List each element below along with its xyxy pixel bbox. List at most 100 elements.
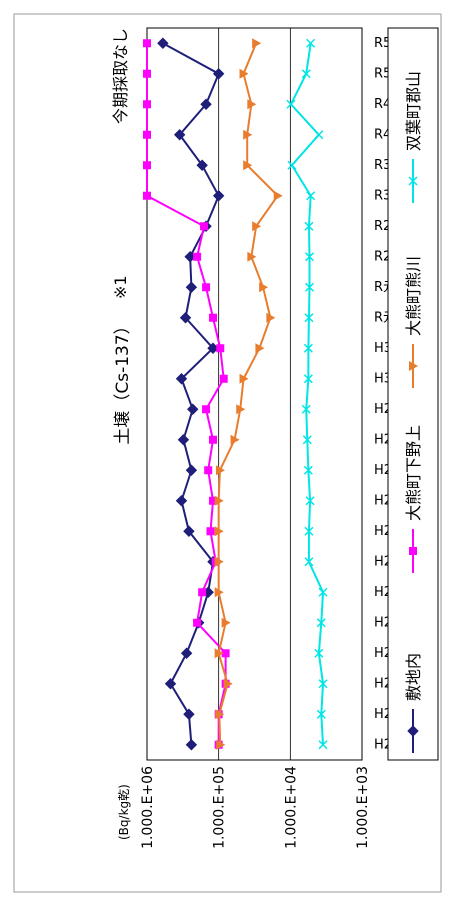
- data-point: [185, 739, 198, 751]
- data-point: [252, 38, 262, 49]
- legend-entry: 敷地内: [404, 653, 423, 753]
- legend-entry: 双葉町郡山: [404, 71, 423, 203]
- data-point: [409, 547, 417, 555]
- data-point: [316, 618, 326, 628]
- data-point: [252, 221, 262, 232]
- data-point: [143, 100, 151, 109]
- data-point: [180, 647, 193, 659]
- data-point: [304, 557, 314, 567]
- data-point: [259, 282, 269, 293]
- data-point: [236, 404, 246, 415]
- series-line: [217, 42, 280, 745]
- legend: 敷地内 大熊町下野上 大熊町熊川 双葉町郡山: [387, 27, 439, 761]
- data-point: [215, 709, 225, 720]
- data-point: [303, 465, 313, 475]
- data-point: [408, 176, 418, 186]
- data-point: [214, 556, 224, 567]
- data-point: [314, 130, 324, 140]
- y-tick-label: 1.000.E+05: [212, 766, 228, 849]
- legend-entry: 大熊町熊川: [404, 256, 423, 388]
- data-point: [173, 129, 186, 141]
- data-point: [175, 373, 188, 385]
- data-point: [198, 588, 207, 597]
- data-point: [185, 281, 198, 293]
- data-point: [200, 222, 209, 231]
- data-point: [196, 159, 208, 171]
- data-point: [214, 587, 224, 598]
- data-point: [143, 130, 151, 139]
- data-point: [175, 495, 188, 507]
- data-point: [303, 374, 313, 384]
- series-line: [146, 43, 227, 745]
- data-point: [304, 526, 314, 536]
- data-point: [255, 343, 265, 354]
- data-point: [183, 708, 195, 720]
- annotation-no-sample: 今期採取なし: [111, 28, 130, 124]
- legend-entry: 大熊町下野上: [404, 425, 423, 573]
- data-point: [304, 282, 315, 292]
- data-point: [318, 587, 328, 597]
- data-point: [266, 312, 276, 323]
- data-point: [302, 435, 312, 445]
- data-point: [216, 739, 226, 750]
- data-point: [318, 740, 328, 750]
- legend-label: 双葉町郡山: [404, 71, 423, 151]
- data-point: [239, 373, 249, 384]
- data-point: [247, 99, 257, 110]
- data-point: [286, 99, 296, 109]
- data-point: [214, 648, 224, 659]
- data-point: [202, 405, 211, 414]
- data-point: [223, 678, 233, 689]
- data-point: [177, 434, 190, 446]
- data-point: [208, 313, 217, 322]
- legend-label: 敷地内: [404, 653, 423, 701]
- data-point: [409, 361, 418, 371]
- y-tick-labels: 1.000.E+06 1.000.E+05 1.000.E+04 1.000.E+03: [140, 766, 371, 849]
- data-point: [243, 129, 253, 140]
- data-point: [187, 403, 199, 415]
- y-tick-label: 1.000.E+04: [283, 766, 299, 849]
- data-point: [273, 190, 283, 201]
- data-point: [304, 221, 314, 231]
- series-layer: [143, 37, 328, 751]
- data-point: [287, 160, 297, 170]
- data-point: [305, 496, 315, 506]
- data-point: [208, 435, 217, 444]
- data-point: [143, 191, 151, 200]
- data-point: [214, 495, 224, 506]
- data-point: [221, 617, 231, 628]
- data-point: [206, 527, 215, 536]
- data-point: [407, 725, 419, 737]
- data-point: [204, 466, 213, 475]
- data-point: [193, 252, 202, 261]
- legend-box: [387, 27, 439, 761]
- chart-title: 土壌（Cs-137）: [113, 317, 133, 444]
- data-point: [216, 344, 225, 353]
- data-point: [221, 649, 230, 658]
- series-line: [162, 42, 220, 745]
- legend-label: 大熊町下野上: [404, 425, 423, 521]
- data-point: [306, 38, 316, 48]
- data-point: [301, 69, 311, 79]
- data-point: [215, 465, 225, 476]
- series-3: [214, 38, 283, 750]
- data-point: [316, 709, 326, 719]
- data-point: [219, 374, 228, 383]
- plot-area: [146, 27, 363, 761]
- data-point: [157, 37, 169, 49]
- data-point: [179, 312, 192, 324]
- data-point: [143, 69, 151, 78]
- y-tick-label: 1.000.E+06: [140, 766, 156, 849]
- data-point: [247, 251, 257, 262]
- data-point: [230, 434, 240, 445]
- data-point: [301, 404, 311, 414]
- data-point: [185, 464, 198, 476]
- series-4: [286, 38, 328, 750]
- legend-label: 大熊町熊川: [404, 256, 423, 336]
- data-point: [164, 678, 177, 690]
- data-point: [239, 68, 249, 79]
- data-point: [243, 160, 253, 171]
- data-point: [143, 39, 151, 48]
